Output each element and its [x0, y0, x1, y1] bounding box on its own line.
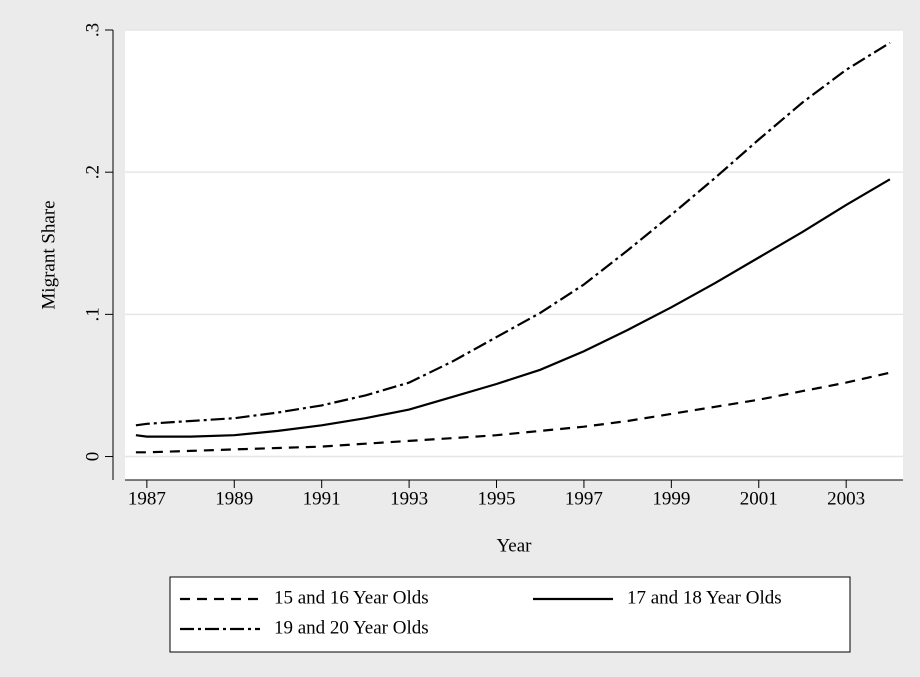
y-tick-label: .1 [82, 307, 103, 321]
legend-label: 19 and 20 Year Olds [274, 617, 429, 638]
x-tick-label: 2003 [827, 488, 865, 509]
x-tick-label: 1995 [478, 488, 516, 509]
y-tick-label: 0 [82, 452, 103, 462]
x-tick-label: 2001 [740, 488, 778, 509]
series-line [135, 41, 891, 427]
plot-area [125, 30, 903, 480]
x-tick-label: 1997 [565, 488, 603, 509]
legend-label: 17 and 18 Year Olds [627, 587, 782, 608]
x-axis-title: Year [496, 535, 532, 556]
y-tick-label: .3 [82, 23, 103, 37]
x-tick-label: 1999 [652, 488, 690, 509]
series-line [135, 178, 891, 438]
x-tick-label: 1993 [390, 488, 428, 509]
y-tick-label: .2 [82, 165, 103, 179]
series-line [135, 371, 891, 454]
x-tick-label: 1991 [303, 488, 341, 509]
x-tick-label: 1989 [215, 488, 253, 509]
y-axis-title: Migrant Share [38, 200, 59, 309]
legend-label: 15 and 16 Year Olds [274, 587, 429, 608]
legend [169, 576, 851, 653]
x-tick-label: 1987 [128, 488, 166, 509]
